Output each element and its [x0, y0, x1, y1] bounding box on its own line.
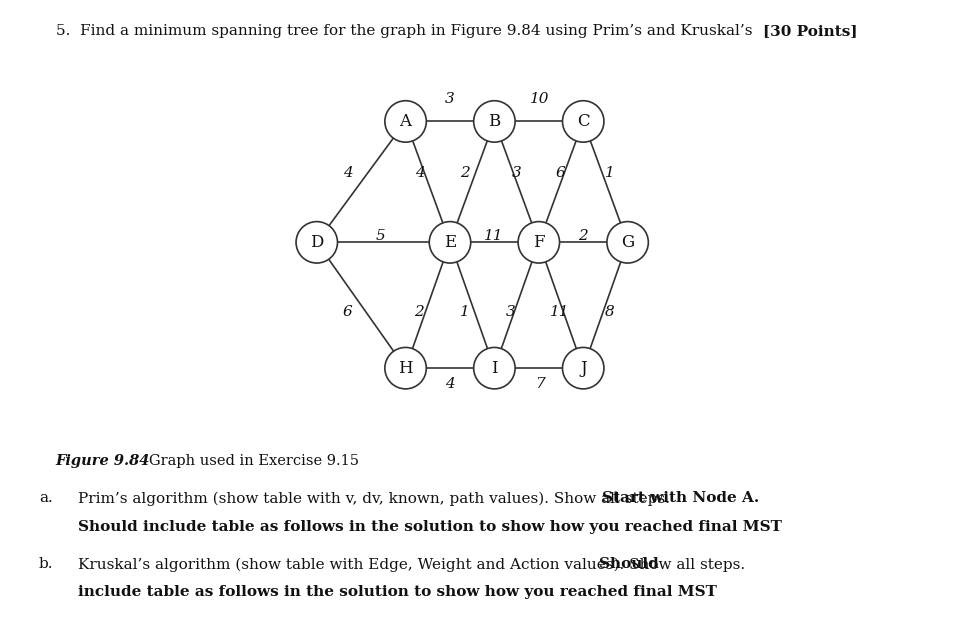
- Text: 6: 6: [343, 305, 353, 319]
- Text: Start with Node A.: Start with Node A.: [602, 491, 759, 505]
- Text: F: F: [533, 234, 544, 251]
- Text: 5: 5: [376, 229, 386, 243]
- Text: 3: 3: [445, 92, 455, 106]
- Text: Should: Should: [599, 557, 658, 571]
- Text: C: C: [577, 113, 589, 130]
- Circle shape: [607, 222, 649, 263]
- Text: 2: 2: [579, 229, 588, 243]
- Text: 2: 2: [460, 167, 469, 180]
- Text: D: D: [310, 234, 323, 251]
- Text: 8: 8: [605, 305, 615, 319]
- Text: b.: b.: [39, 557, 54, 571]
- Text: A: A: [399, 113, 412, 130]
- Text: I: I: [491, 360, 498, 377]
- Text: [30 Points]: [30 Points]: [763, 24, 857, 38]
- Text: 6: 6: [555, 167, 565, 180]
- Text: Prim’s algorithm (show table with v, dv, known, path values). Show all steps.: Prim’s algorithm (show table with v, dv,…: [78, 491, 675, 506]
- Circle shape: [296, 222, 337, 263]
- Text: 2: 2: [415, 305, 425, 319]
- Text: 3: 3: [506, 305, 515, 319]
- Text: a.: a.: [39, 491, 53, 505]
- Circle shape: [473, 347, 515, 389]
- Text: H: H: [398, 360, 413, 377]
- Text: B: B: [488, 113, 501, 130]
- Text: Kruskal’s algorithm (show table with Edge, Weight and Action values). Show all s: Kruskal’s algorithm (show table with Edg…: [78, 557, 750, 572]
- Text: 4: 4: [416, 167, 426, 180]
- Text: 10: 10: [530, 92, 549, 106]
- Text: Graph used in Exercise 9.15: Graph used in Exercise 9.15: [135, 454, 359, 468]
- Text: 4: 4: [445, 377, 455, 391]
- Text: G: G: [621, 234, 634, 251]
- Circle shape: [385, 347, 427, 389]
- Text: 3: 3: [511, 167, 521, 180]
- Text: E: E: [444, 234, 456, 251]
- Text: include table as follows in the solution to show how you reached final MST: include table as follows in the solution…: [78, 585, 717, 599]
- Text: 1: 1: [460, 305, 469, 319]
- Circle shape: [473, 101, 515, 142]
- Circle shape: [430, 222, 470, 263]
- Text: 11: 11: [550, 305, 570, 319]
- Text: 5.  Find a minimum spanning tree for the graph in Figure 9.84 using Prim’s and K: 5. Find a minimum spanning tree for the …: [56, 24, 757, 38]
- Circle shape: [385, 101, 427, 142]
- Circle shape: [563, 347, 604, 389]
- Text: Figure 9.84: Figure 9.84: [56, 454, 150, 468]
- Circle shape: [518, 222, 559, 263]
- Text: 4: 4: [343, 167, 353, 180]
- Text: 7: 7: [535, 377, 544, 391]
- Text: 11: 11: [484, 229, 504, 243]
- Text: 1: 1: [605, 167, 615, 180]
- Circle shape: [563, 101, 604, 142]
- Text: Should include table as follows in the solution to show how you reached final MS: Should include table as follows in the s…: [78, 520, 782, 533]
- Text: J: J: [580, 360, 586, 377]
